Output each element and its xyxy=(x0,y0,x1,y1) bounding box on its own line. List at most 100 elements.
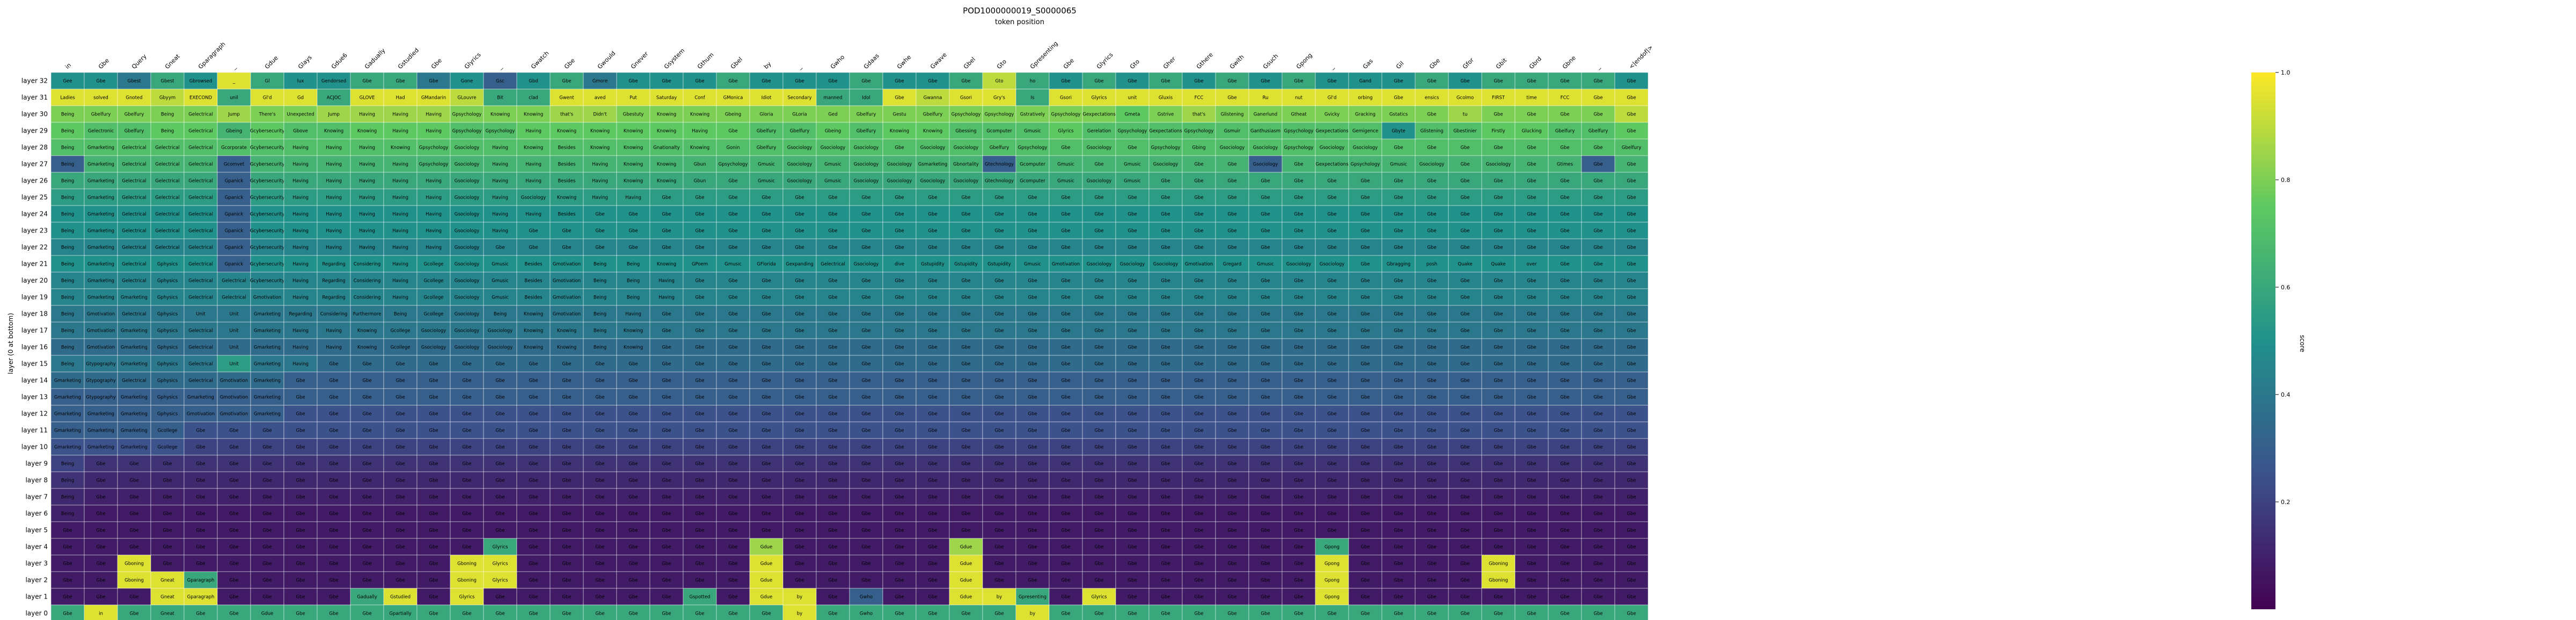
heatmap-cell xyxy=(949,272,983,289)
cell-label: Gbe xyxy=(296,611,305,617)
cell-label: Gboning xyxy=(1489,561,1508,567)
cell-label: Gbe xyxy=(1593,262,1602,267)
cell-label: Gmarketing xyxy=(87,145,114,151)
cell-label: Gbe xyxy=(1128,362,1137,367)
heatmap-cell xyxy=(1415,72,1449,90)
cell-label: Gbe xyxy=(1061,545,1070,550)
cell-label: over xyxy=(1527,262,1537,267)
cell-label: Gbe xyxy=(1094,412,1103,417)
cell-label: Gbe xyxy=(196,428,205,434)
heatmap-cell xyxy=(1082,172,1116,189)
cell-label: Gbe xyxy=(762,245,771,251)
cell-label: Gbe xyxy=(229,528,238,534)
cell-label: Gmarketing xyxy=(87,428,114,434)
cell-label: Gbe xyxy=(96,528,105,534)
cell-label: Gbe xyxy=(695,428,704,434)
heatmap-cell xyxy=(716,205,750,223)
heatmap-cell xyxy=(416,122,451,140)
cell-label: ho xyxy=(1030,79,1036,84)
cell-label: Knowing xyxy=(557,195,576,201)
cell-label: Gbe xyxy=(928,195,937,201)
cell-label: Gbe xyxy=(1227,445,1236,450)
y-tick-label: layer 30 xyxy=(21,111,48,118)
cell-label: Knowing xyxy=(657,162,676,167)
heatmap-cell xyxy=(1381,89,1416,106)
cell-label: Gbe xyxy=(994,229,1004,234)
cell-label: Gry's xyxy=(993,96,1005,101)
cell-label: Gbe xyxy=(1061,528,1070,534)
cell-label: GFlorida xyxy=(757,262,776,267)
cell-label: Being xyxy=(594,295,606,301)
cell-label: aved xyxy=(595,96,606,101)
cell-label: Gbe xyxy=(595,395,604,400)
heatmap-cell xyxy=(716,89,750,106)
cell-label: Gbe xyxy=(1360,512,1370,517)
cell-label: Gbe xyxy=(1627,79,1636,84)
cell-label: Gbe xyxy=(1627,428,1636,434)
cell-label: Gbe xyxy=(1327,378,1336,384)
cell-label: Gbe xyxy=(928,545,937,550)
cell-label: Gbe xyxy=(595,229,604,234)
heatmap-cell xyxy=(1581,89,1615,106)
cell-label: Gbe xyxy=(1294,329,1303,334)
cell-label: Gbe xyxy=(562,478,571,484)
heatmap-cell xyxy=(1415,155,1449,173)
cell-label: Gbe xyxy=(1527,212,1536,217)
heatmap-cell xyxy=(1115,238,1150,256)
heatmap-cell xyxy=(150,105,185,123)
cell-label: Gbe xyxy=(795,462,804,467)
cell-label: Gbe xyxy=(1494,362,1503,367)
cell-label: Gbe xyxy=(1527,495,1536,500)
cell-label: Gbe xyxy=(562,229,571,234)
cell-label: FCC xyxy=(1561,96,1570,101)
heatmap-cell xyxy=(683,89,717,106)
cell-label: Having xyxy=(392,262,408,267)
cell-label: Gbe xyxy=(262,578,272,583)
cell-label: Gbe xyxy=(462,412,471,417)
cell-label: Gpsychology xyxy=(1184,129,1214,134)
cell-label: Gmotivation xyxy=(553,295,581,301)
cell-label: Having xyxy=(525,179,541,184)
cell-label: Gbe xyxy=(1460,229,1469,234)
cell-label: Gelectrical xyxy=(188,212,213,217)
cell-label: Gbe xyxy=(1460,345,1469,351)
heatmap-cell xyxy=(184,238,218,256)
heatmap-cell xyxy=(1248,138,1283,156)
cell-label: Gbe xyxy=(1360,362,1370,367)
cell-label: Gmarketing xyxy=(87,195,114,201)
cell-label: Gbe xyxy=(895,412,904,417)
cell-label: Gbe xyxy=(1028,545,1037,550)
cell-label: Gcollege xyxy=(157,445,177,450)
cell-label: Gbe xyxy=(1194,528,1203,534)
heatmap-cell xyxy=(117,172,151,189)
cell-label: Gbe xyxy=(1261,395,1270,400)
cell-label: Gbe xyxy=(1593,212,1602,217)
heatmap-cell xyxy=(1381,172,1416,189)
cell-label: Gbe xyxy=(1161,462,1170,467)
heatmap-cell xyxy=(184,155,218,173)
cell-label: Being xyxy=(61,345,74,351)
cell-label: Gbe xyxy=(728,462,737,467)
cell-label: Gbe xyxy=(1161,512,1170,517)
cell-label: Gelectrical xyxy=(188,179,213,184)
cell-label: Gpsychology xyxy=(419,145,449,151)
cell-label: Gmusic xyxy=(1024,262,1041,267)
cell-label: Gbe xyxy=(163,495,172,500)
heatmap-cell xyxy=(849,188,883,206)
heatmap-cell xyxy=(616,138,650,156)
heatmap-cell xyxy=(782,238,817,256)
cell-label: Gbe xyxy=(1161,595,1170,600)
cell-label: Gbe xyxy=(1427,395,1436,400)
x-tick-label: Gbel xyxy=(729,56,744,70)
cell-label: Gbe xyxy=(1261,329,1270,334)
cell-label: Gbe xyxy=(895,528,904,534)
heatmap-cell xyxy=(416,222,451,239)
heatmap-cell xyxy=(1182,255,1216,273)
heatmap-cell xyxy=(283,172,318,189)
cell-label: Gbe xyxy=(229,545,238,550)
cell-label: Gbe xyxy=(961,412,970,417)
cell-label: Gbe xyxy=(1128,595,1137,600)
cell-label: Gbe xyxy=(1128,195,1137,201)
x-tick-label: Gdue xyxy=(264,54,280,70)
